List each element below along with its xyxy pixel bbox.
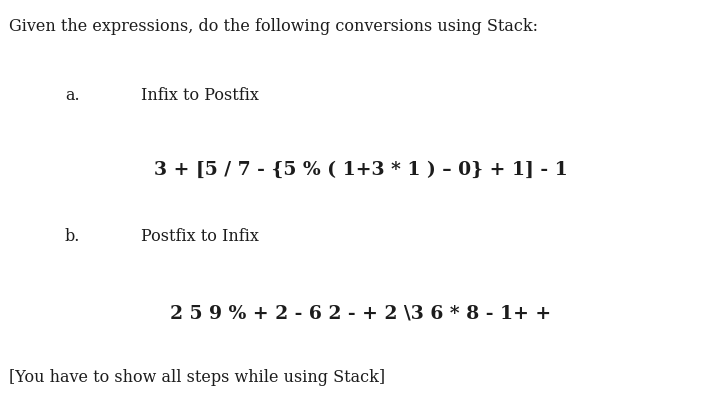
Text: Infix to Postfix: Infix to Postfix <box>141 87 258 104</box>
Text: [You have to show all steps while using Stack]: [You have to show all steps while using … <box>9 369 385 386</box>
Text: a.: a. <box>65 87 79 104</box>
Text: Given the expressions, do the following conversions using Stack:: Given the expressions, do the following … <box>9 18 538 35</box>
Text: b.: b. <box>65 228 80 245</box>
Text: 3 + [5 / 7 - {5 % ( 1+3 * 1 ) – 0} + 1] - 1: 3 + [5 / 7 - {5 % ( 1+3 * 1 ) – 0} + 1] … <box>154 161 568 179</box>
Text: 2 5 9 % + 2 - 6 2 - + 2 \3 6 * 8 - 1+ +: 2 5 9 % + 2 - 6 2 - + 2 \3 6 * 8 - 1+ + <box>170 304 552 322</box>
Text: Postfix to Infix: Postfix to Infix <box>141 228 258 245</box>
